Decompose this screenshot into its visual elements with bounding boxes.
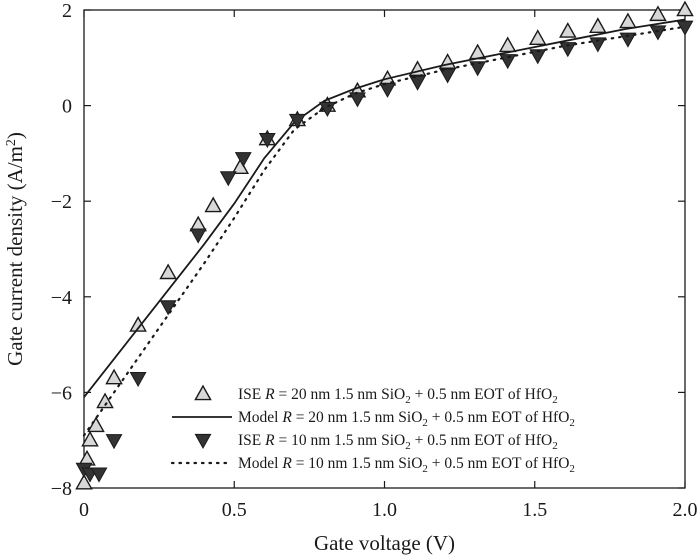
series-1: [83, 18, 686, 398]
ise-10nm-marker: [234, 152, 252, 168]
y-tick-label: −6: [51, 382, 72, 404]
ise-10nm-marker: [105, 434, 123, 450]
ise-10nm-marker: [469, 61, 487, 77]
legend-label: ISE R = 20 nm 1.5 nm SiO2 + 0.5 nm EOT o…: [238, 386, 558, 406]
legend-label: Model R = 10 nm 1.5 nm SiO2 + 0.5 nm EOT…: [238, 455, 575, 475]
ise-10nm-marker: [189, 228, 207, 244]
y-tick-label: 2: [62, 0, 72, 22]
legend: ISE R = 20 nm 1.5 nm SiO2 + 0.5 nm EOT o…: [170, 384, 575, 475]
series-layer: [75, 0, 694, 490]
ise-10nm-marker: [649, 25, 667, 41]
x-tick-label: 0.5: [222, 499, 247, 521]
y-tick-label: −4: [51, 287, 72, 309]
ise-10nm-marker: [589, 37, 607, 53]
ise-20nm-marker: [87, 416, 105, 433]
y-tick-label: 0: [62, 96, 72, 118]
y-axis-title-main: Gate current density (A/m: [3, 146, 27, 366]
ise-20nm-marker: [619, 12, 637, 29]
ise-10nm-marker: [409, 75, 427, 91]
ise-10nm-marker: [129, 371, 147, 388]
legend-label: ISE R = 10 nm 1.5 nm SiO2 + 0.5 nm EOT o…: [238, 432, 558, 452]
ise-10nm-marker: [619, 32, 637, 48]
series-3: [82, 25, 687, 437]
y-axis-title: Gate current density (A/m2): [3, 132, 27, 366]
ise-10nm-marker: [676, 20, 694, 36]
ise-10nm-marker: [559, 42, 577, 58]
ise-20nm-marker: [528, 29, 547, 45]
legend-marker-ise-20nm: [194, 384, 212, 401]
ise-20nm-marker: [676, 0, 694, 17]
model-line-10nm: [82, 25, 687, 437]
x-tick-label: 1.0: [372, 499, 397, 521]
x-tick-label: 1.5: [522, 499, 547, 521]
ise-20nm-marker: [159, 263, 177, 280]
ise-20nm-marker: [559, 22, 577, 38]
x-tick-label: 0: [79, 499, 89, 521]
legend-label: Model R = 20 nm 1.5 nm SiO2 + 0.5 nm EOT…: [238, 409, 575, 429]
ise-20nm-marker: [649, 5, 667, 22]
ise-20nm-marker: [589, 17, 607, 34]
ise-10nm-marker: [258, 132, 276, 149]
y-axis-title-tail: ): [3, 132, 27, 139]
ise-10nm-marker: [379, 82, 396, 98]
ise-20nm-marker: [75, 473, 93, 490]
ise-10nm-marker: [439, 68, 457, 84]
ise-10nm-marker: [219, 171, 237, 187]
ise-20nm-marker: [81, 430, 99, 447]
ise-10nm-marker: [159, 300, 177, 316]
ise-10nm-marker: [529, 49, 547, 65]
ise-20nm-marker: [96, 392, 114, 409]
y-axis-title-superscript: 2: [4, 139, 19, 146]
ise-10nm-marker: [499, 54, 517, 70]
x-axis-title: Gate voltage (V): [314, 531, 455, 555]
axis-tick-labels: 0 0.5 1.0 1.5 2.0 −8 −6 −4 −2 0 2: [51, 0, 698, 521]
y-tick-label: −8: [51, 478, 72, 500]
ise-20nm-marker: [204, 196, 223, 213]
ise-10nm-marker: [90, 467, 108, 483]
y-tick-label: −2: [51, 191, 72, 213]
ise-10nm-marker: [288, 113, 306, 129]
x-tick-label: 2.0: [673, 499, 698, 521]
ise-10nm-marker: [349, 92, 366, 108]
model-line-20nm: [83, 18, 686, 398]
ise-20nm-marker: [231, 158, 250, 175]
ise-20nm-marker: [498, 36, 517, 53]
series-2: [75, 20, 694, 483]
ise-20nm-marker: [105, 368, 123, 385]
legend-marker-ise-10nm: [194, 433, 212, 450]
